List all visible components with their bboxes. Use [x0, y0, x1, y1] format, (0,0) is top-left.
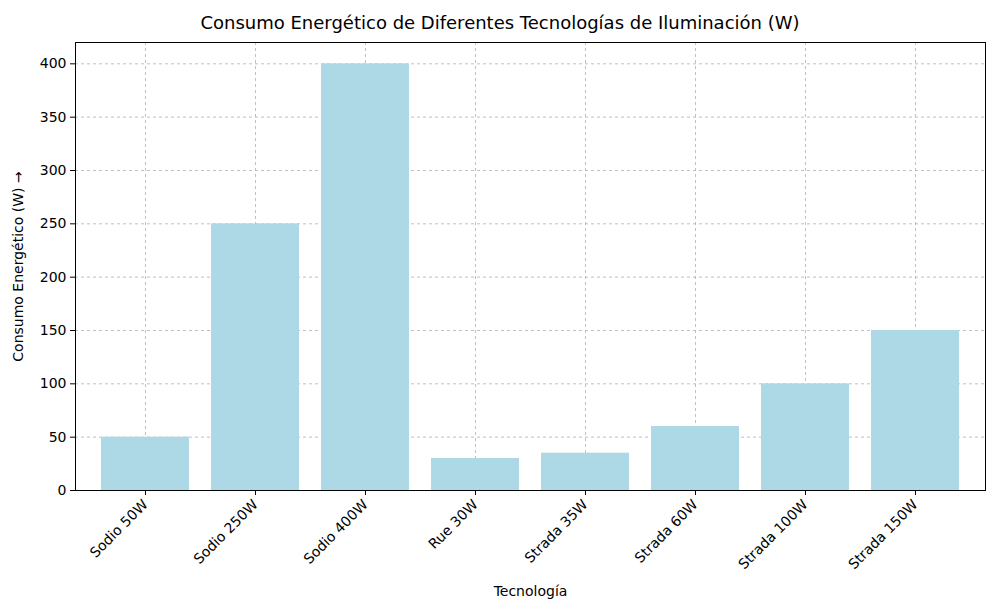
svg-text:Sodio 400W: Sodio 400W [300, 496, 371, 567]
svg-text:100: 100 [40, 375, 67, 391]
svg-text:Strada 35W: Strada 35W [521, 496, 591, 566]
svg-text:Consumo Energético (W) →: Consumo Energético (W) → [10, 171, 26, 362]
svg-text:Tecnología: Tecnología [493, 583, 568, 599]
svg-text:Sodio 50W: Sodio 50W [87, 496, 151, 560]
svg-text:Strada 150W: Strada 150W [845, 496, 921, 572]
svg-text:Sodio 250W: Sodio 250W [190, 496, 261, 567]
svg-text:Rue 30W: Rue 30W [425, 496, 481, 552]
svg-text:Strada 100W: Strada 100W [735, 496, 811, 572]
svg-text:200: 200 [40, 269, 67, 285]
svg-text:0: 0 [58, 482, 67, 498]
html-text:Consumo Energético de Diferent: Consumo Energético de Diferentes Tecnolo… [200, 12, 800, 33]
svg-text:Strada 60W: Strada 60W [631, 496, 701, 566]
svg-text:250: 250 [40, 215, 67, 231]
svg-text:400: 400 [40, 55, 67, 71]
svg-text:50: 50 [49, 429, 67, 445]
svg-text:300: 300 [40, 162, 67, 178]
svg-text:350: 350 [40, 109, 67, 125]
svg-text:150: 150 [40, 322, 67, 338]
